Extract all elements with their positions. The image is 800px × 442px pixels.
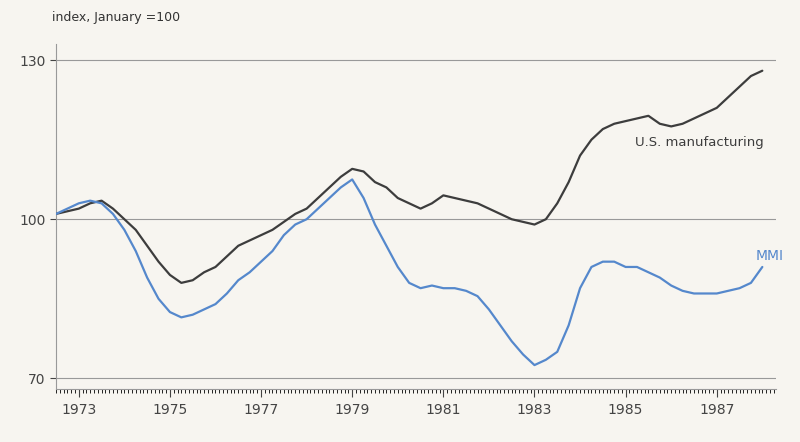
Text: U.S. manufacturing: U.S. manufacturing <box>634 136 763 149</box>
Text: index, January =100: index, January =100 <box>53 11 181 23</box>
Text: MMI: MMI <box>755 249 783 263</box>
